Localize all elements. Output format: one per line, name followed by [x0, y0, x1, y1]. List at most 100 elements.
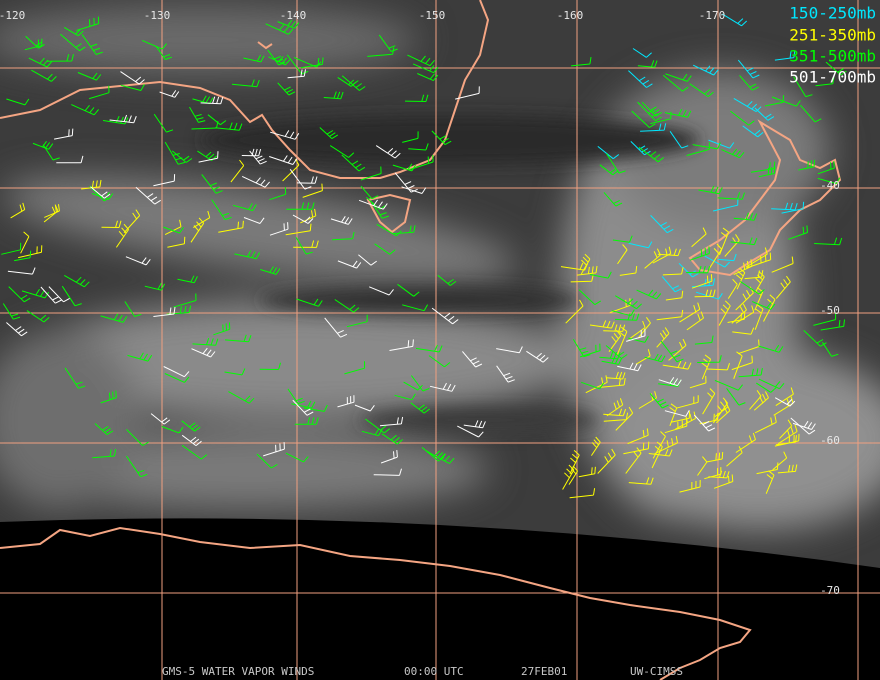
wind-barb — [410, 402, 430, 414]
wind-barb — [163, 226, 184, 234]
wind-barb — [662, 267, 684, 276]
wind-barb — [649, 393, 669, 409]
latitude-label: -60 — [820, 434, 840, 447]
wind-barb — [631, 110, 656, 128]
wind-barb — [125, 455, 148, 478]
wind-barb — [120, 71, 145, 85]
wind-barb — [597, 448, 616, 474]
wind-barb — [714, 379, 743, 391]
wind-barb — [637, 101, 662, 122]
wind-barb — [686, 311, 704, 331]
wind-barb — [28, 57, 53, 68]
wind-barb — [92, 449, 117, 459]
wind-barb — [373, 468, 402, 476]
wind-barb — [256, 453, 278, 469]
wind-barb — [360, 185, 379, 200]
longitude-label: -130 — [144, 9, 171, 22]
wind-barb — [344, 361, 366, 375]
wind-barb — [775, 275, 791, 299]
wind-barb — [144, 282, 166, 291]
wind-barb — [100, 313, 128, 323]
wind-barb — [367, 47, 395, 57]
wind-barb — [719, 227, 730, 256]
wind-barb — [733, 259, 753, 276]
wind-barb — [686, 265, 711, 274]
wind-barb — [730, 110, 755, 126]
wind-barb — [379, 416, 404, 427]
wind-barb — [337, 76, 357, 87]
wind-barb — [615, 295, 642, 310]
wind-barb — [753, 391, 769, 411]
wind-barb — [455, 86, 480, 100]
wind-barb — [214, 122, 243, 131]
wind-barb — [81, 179, 102, 190]
wind-barb — [181, 434, 202, 447]
wind-barb — [733, 97, 762, 113]
wind-barb — [125, 256, 151, 266]
wind-barb — [793, 76, 813, 98]
wind-barb — [126, 429, 149, 446]
wind-barb — [6, 322, 28, 337]
wind-barb — [243, 217, 265, 224]
wind-barb — [526, 350, 549, 363]
wind-barb — [749, 390, 762, 410]
wind-barb — [42, 144, 60, 161]
wind-barb — [603, 412, 629, 422]
wind-barb — [380, 450, 398, 464]
wind-barb — [415, 344, 443, 353]
wind-barb — [292, 399, 314, 416]
wind-barb — [660, 340, 684, 363]
wind-barb — [735, 432, 756, 453]
wind-barb — [408, 143, 429, 151]
wind-barb — [161, 426, 184, 434]
wind-barb — [652, 246, 672, 264]
wind-barb — [431, 307, 459, 325]
wind-barb — [664, 409, 690, 417]
wind-barb — [744, 270, 764, 280]
wind-barb — [777, 464, 798, 474]
wind-barb — [64, 274, 90, 288]
legend-entry: 251-350mb — [789, 26, 876, 45]
wind-barb — [815, 76, 835, 87]
wind-barb — [578, 466, 596, 478]
wind-barb — [623, 441, 650, 455]
wind-barb — [376, 223, 402, 237]
wind-barb — [730, 237, 758, 246]
wind-barb — [652, 431, 666, 459]
wind-barb — [650, 215, 674, 234]
wind-barb — [267, 49, 286, 66]
wind-barb — [565, 299, 584, 324]
wind-barb — [651, 441, 663, 469]
wind-barb — [150, 413, 171, 425]
wind-barb — [695, 291, 723, 300]
wind-barb — [354, 404, 375, 412]
wind-barb — [775, 387, 794, 407]
wind-barb — [628, 336, 649, 343]
wind-barb — [77, 72, 102, 81]
wind-barb — [650, 111, 672, 125]
wind-barb — [691, 274, 713, 289]
latitude-label: -70 — [820, 584, 840, 597]
longitude-label: -120 — [0, 9, 25, 22]
wind-barb — [232, 203, 257, 212]
wind-barb — [90, 186, 111, 199]
wind-barb — [597, 146, 620, 160]
wind-barb — [679, 302, 701, 323]
footer-text: 27FEB01 — [521, 665, 567, 678]
wind-barb — [698, 185, 723, 195]
wind-barb — [292, 214, 314, 224]
wind-barb — [718, 300, 731, 326]
wind-barb — [589, 320, 615, 329]
wind-barb — [606, 398, 624, 417]
wind-barb — [773, 396, 794, 416]
wind-barb — [775, 435, 797, 446]
wind-barb — [61, 285, 82, 307]
wind-barb — [735, 286, 754, 311]
wind-barb — [637, 60, 658, 68]
wind-barbs — [1, 13, 847, 499]
wind-barb — [409, 154, 434, 170]
wind-barb — [346, 314, 368, 328]
wind-barb — [228, 391, 255, 404]
wind-barb — [211, 199, 232, 221]
